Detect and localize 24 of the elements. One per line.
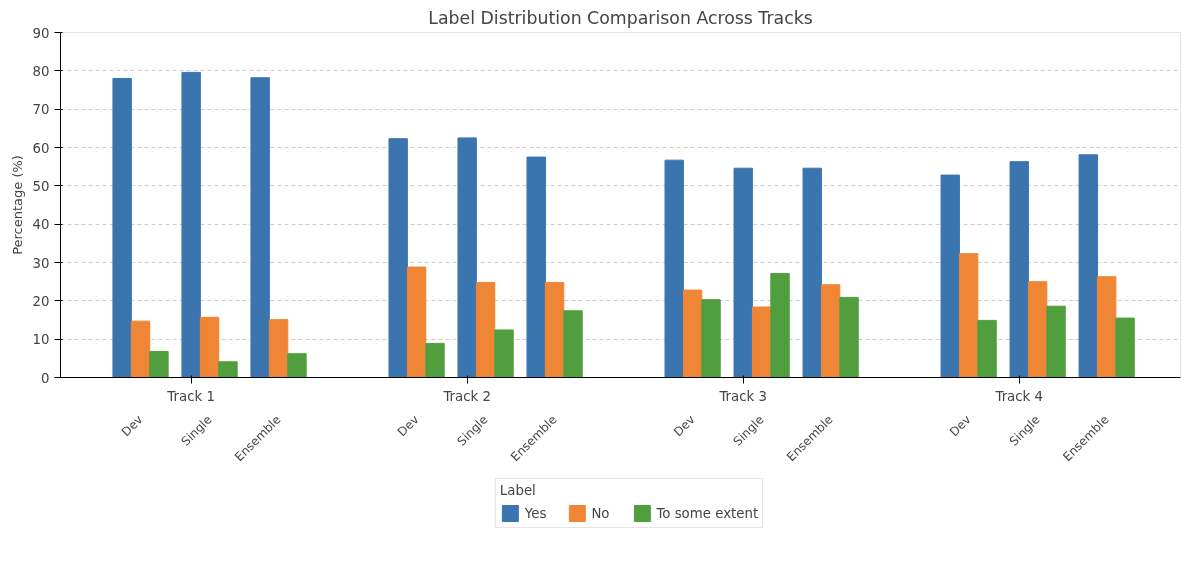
text: Track 2 — [442, 388, 491, 404]
chart-title: Label Distribution Comparison Across Tracks — [428, 7, 813, 28]
legend-label: No — [591, 505, 611, 521]
x-tick-label: Dev — [118, 412, 146, 440]
y-tick-label: 30 — [32, 255, 50, 271]
y-tick-label: 0 — [41, 370, 50, 386]
text: Track 3 — [718, 388, 768, 404]
y-tick-label: 60 — [32, 140, 50, 156]
text: Track 4 — [994, 388, 1044, 404]
y-axis-title: Percentage (%) — [9, 155, 25, 255]
x-tick-label: Dev — [946, 412, 974, 440]
legend-title: Label — [499, 483, 537, 498]
y-tick-label: 10 — [32, 332, 50, 348]
y-tick-label: 40 — [32, 217, 50, 233]
y-tick-label: 80 — [32, 63, 50, 79]
legend-label: To some extent — [656, 505, 759, 521]
x-tick-label: Dev — [670, 412, 698, 440]
y-tick-label: 50 — [32, 178, 50, 194]
y-tick-label: 20 — [32, 293, 50, 309]
y-tick-label: 90 — [32, 25, 50, 41]
y-tick-label: 70 — [32, 102, 50, 118]
x-tick-label: Dev — [394, 412, 422, 440]
text: Track 1 — [166, 388, 215, 404]
legend-label: Yes — [524, 505, 547, 521]
